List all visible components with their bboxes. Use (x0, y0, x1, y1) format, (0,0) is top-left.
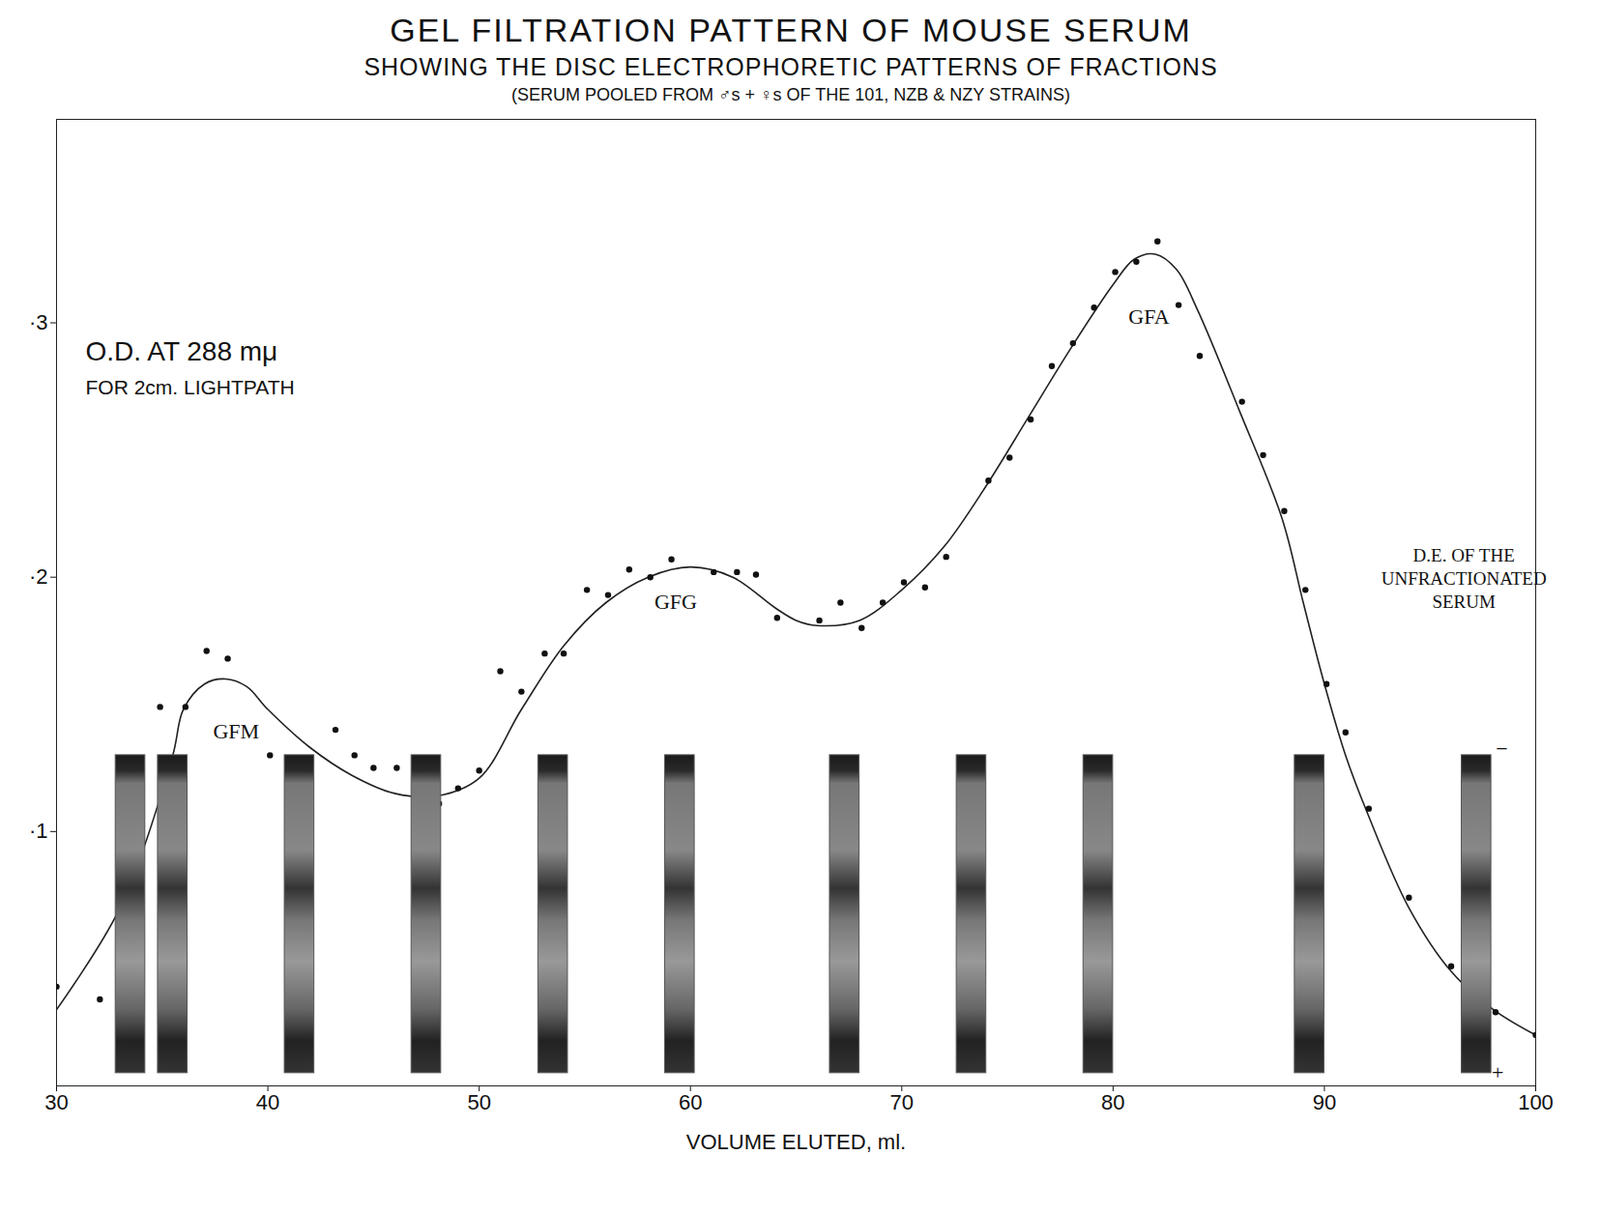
svg-text:·3: ·3 (29, 310, 49, 335)
svg-text:100: 100 (1517, 1090, 1554, 1115)
html-text:GEL FILTRATION PATTERN OF MOUS: GEL FILTRATION PATTERN OF MOUSE SERUM (389, 11, 1192, 49)
html-text:SHOWING THE DISC ELECTROPHORET: SHOWING THE DISC ELECTROPHORETIC PATTERN… (363, 53, 1218, 81)
svg-text:30: 30 (44, 1090, 68, 1115)
svg-text:D.E. OF THEUNFRACTIONATEDSERUM: D.E. OF THEUNFRACTIONATEDSERUM (1381, 545, 1547, 612)
svg-text:GFM: GFM (212, 719, 260, 744)
svg-text:40: 40 (256, 1090, 280, 1115)
svg-text:·2: ·2 (29, 564, 49, 589)
svg-text:GFG: GFG (654, 589, 698, 614)
svg-text:50: 50 (466, 1090, 491, 1115)
svg-text:O.D. AT 288 mμ: O.D. AT 288 mμ (86, 336, 279, 367)
svg-text:+: + (1491, 1060, 1504, 1085)
svg-text:70: 70 (890, 1090, 914, 1115)
html-text:(SERUM POOLED FROM ♂s + ♀s OF: (SERUM POOLED FROM ♂s + ♀s OF THE 101, N… (511, 85, 1071, 105)
svg-text:VOLUME ELUTED, ml.: VOLUME ELUTED, ml. (686, 1130, 906, 1155)
svg-text:−: − (1495, 736, 1508, 761)
svg-text:GFA: GFA (1128, 304, 1169, 329)
svg-text:80: 80 (1101, 1090, 1125, 1115)
svg-text:·1: ·1 (29, 818, 49, 844)
svg-text:FOR 2cm. LIGHTPATH: FOR 2cm. LIGHTPATH (86, 376, 295, 399)
svg-text:60: 60 (678, 1090, 702, 1115)
svg-text:90: 90 (1312, 1090, 1337, 1115)
